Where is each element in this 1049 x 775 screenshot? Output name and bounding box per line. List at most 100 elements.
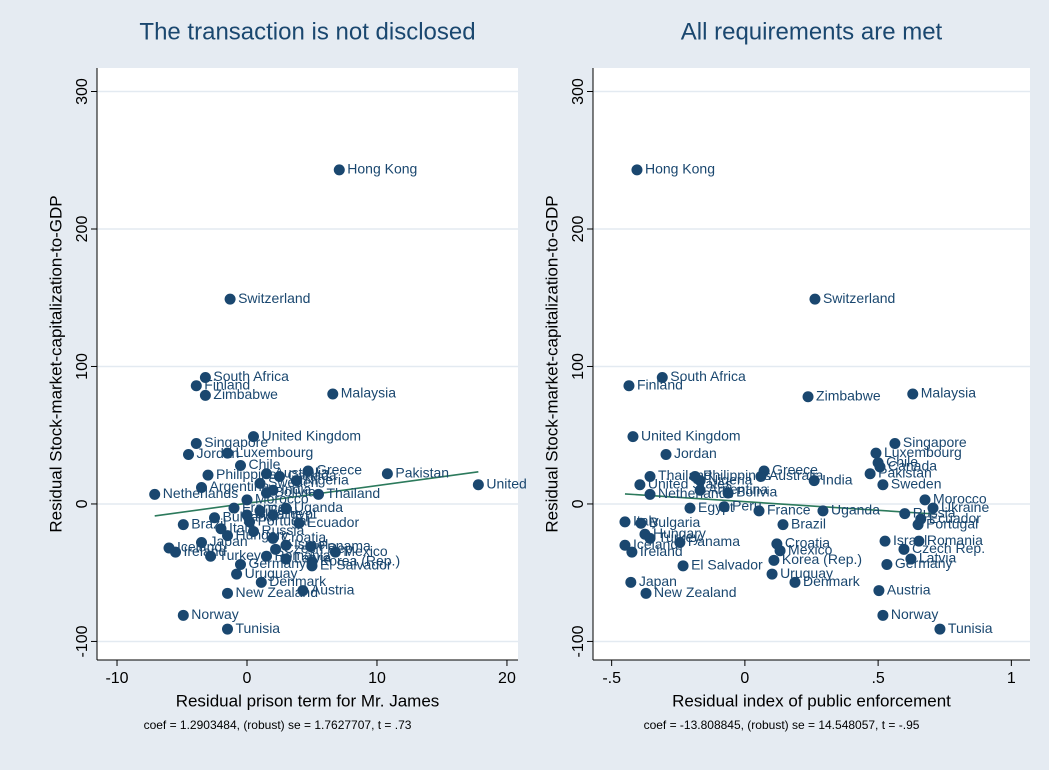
point-label: India xyxy=(281,481,312,497)
x-tick-label: -.5 xyxy=(602,670,621,687)
point xyxy=(196,536,208,548)
point xyxy=(873,585,885,597)
point-label: Mexico xyxy=(788,541,833,557)
point xyxy=(327,388,339,400)
point-label: Luxembourg xyxy=(884,444,962,460)
point xyxy=(209,512,221,524)
point xyxy=(472,479,484,491)
point xyxy=(280,553,292,565)
point xyxy=(899,508,911,520)
point xyxy=(718,501,730,513)
point-label: New Zealand xyxy=(235,584,317,600)
point xyxy=(809,293,821,305)
point-label: Japan xyxy=(210,533,248,549)
point xyxy=(677,560,689,572)
point xyxy=(254,477,266,489)
point-label: Jordan xyxy=(674,445,717,461)
point xyxy=(205,550,217,562)
point xyxy=(177,609,189,621)
point-label: El Salvador xyxy=(320,557,392,573)
point xyxy=(913,535,925,547)
point xyxy=(635,517,647,529)
point xyxy=(755,470,767,482)
point-label: Luxembourg xyxy=(235,444,313,460)
point-label: Uganda xyxy=(294,499,343,515)
point-label: Nigeria xyxy=(304,471,349,487)
point xyxy=(626,546,638,558)
point-label: Korea (Rep.) xyxy=(782,551,862,567)
point xyxy=(254,505,266,517)
point xyxy=(777,519,789,531)
point-label: United Kingdom xyxy=(261,427,361,443)
point xyxy=(234,459,246,471)
x-tick-label: .5 xyxy=(871,670,884,687)
point-label: Morocco xyxy=(933,491,987,507)
point-label: Tunisia xyxy=(235,620,280,636)
point xyxy=(864,468,876,480)
point-label: Bolivia xyxy=(274,484,315,500)
point xyxy=(312,488,324,500)
point xyxy=(877,479,889,491)
point-label: Ecuador xyxy=(307,514,359,530)
point xyxy=(684,502,696,514)
point-label: Switzerland xyxy=(823,290,895,306)
point-label: Ukraine xyxy=(255,506,303,522)
point xyxy=(149,488,161,500)
x-tick-label: 20 xyxy=(498,670,516,687)
point-label: Finland xyxy=(637,376,683,392)
point xyxy=(619,539,631,551)
point-label: Zimbabwe xyxy=(213,386,278,402)
point xyxy=(267,509,279,521)
point-label: Turkey xyxy=(219,547,261,563)
point-label: Russia xyxy=(261,522,304,538)
y-tick-label: 300 xyxy=(570,78,587,105)
point xyxy=(802,391,814,403)
point xyxy=(927,502,939,514)
point-label: Croatia xyxy=(785,535,830,551)
y-tick-label: 100 xyxy=(570,353,587,380)
point xyxy=(623,380,635,392)
point-label: Denmark xyxy=(803,573,861,589)
point xyxy=(808,475,820,487)
point-label: Romania xyxy=(927,532,983,548)
point xyxy=(234,558,246,570)
point-label: Korea (Rep.) xyxy=(320,552,400,568)
point-label: Norway xyxy=(191,606,238,622)
point xyxy=(912,519,924,531)
point xyxy=(934,623,946,635)
note: coef = 1.2903484, (robust) se = 1.762770… xyxy=(144,718,412,732)
point-label: Australia xyxy=(769,467,824,483)
point-label: United xyxy=(486,475,526,491)
x-tick-label: 0 xyxy=(740,670,749,687)
point-label: Czech Rep. xyxy=(284,540,357,556)
point-label: Pakistan xyxy=(878,464,932,480)
point xyxy=(293,517,305,529)
point-label: Hungary xyxy=(653,525,706,541)
point xyxy=(644,532,656,544)
point xyxy=(689,470,701,482)
plot-area xyxy=(593,68,1030,660)
point xyxy=(199,389,211,401)
point-label: Netherlands xyxy=(163,485,239,501)
point-label: Chile xyxy=(886,453,918,469)
point-label: Latvia xyxy=(919,550,957,566)
point xyxy=(766,568,778,580)
point xyxy=(753,505,765,517)
point xyxy=(267,484,279,496)
point-label: Iceland xyxy=(633,536,678,552)
y-tick-label: 200 xyxy=(74,216,91,243)
point-label: Turkey xyxy=(658,529,700,545)
point xyxy=(771,538,783,550)
point xyxy=(270,543,282,555)
point-label: Sweden xyxy=(268,474,319,490)
y-tick-label: 300 xyxy=(74,78,91,105)
point-label: South Africa xyxy=(213,368,289,384)
point-label: Denmark xyxy=(269,573,327,589)
point xyxy=(221,447,233,459)
y-tick-label: 100 xyxy=(74,353,91,380)
point xyxy=(660,448,672,460)
y-axis-label: Residual Stock-market-capitalization-to-… xyxy=(542,195,561,532)
point xyxy=(722,487,734,499)
point xyxy=(889,437,901,449)
